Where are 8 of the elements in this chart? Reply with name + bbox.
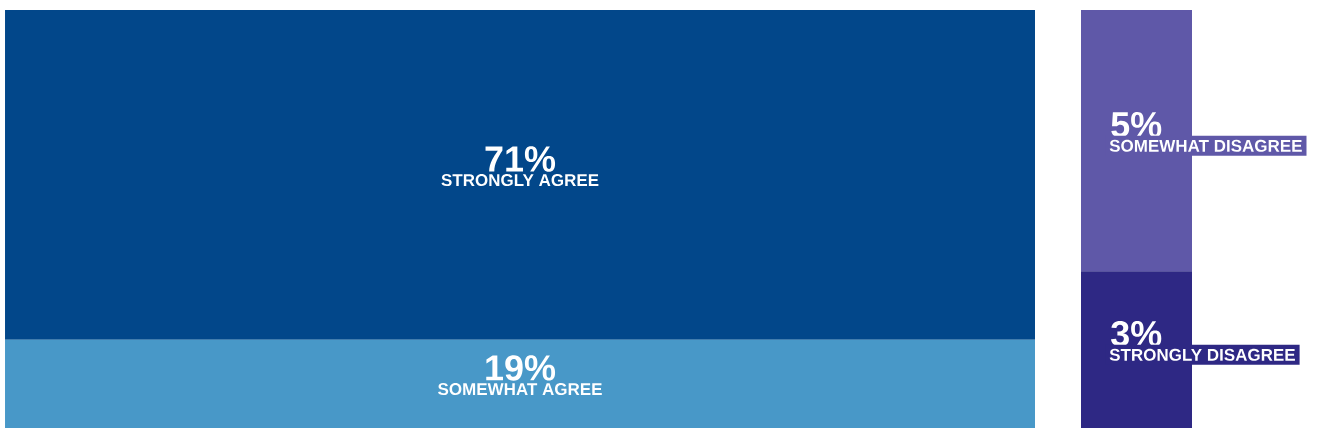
category-label: STRONGLY DISAGREE [1109,348,1295,361]
data-label: 71% [485,146,556,172]
category-label: SOMEWHAT DISAGREE [1109,139,1302,152]
category-label: SOMEWHAT AGREE [438,383,602,396]
category-label: STRONGLY AGREE [441,174,599,187]
data-label: 3% [1111,320,1162,347]
data-label: 19% [486,355,556,381]
data-label: 5% [1111,112,1162,138]
